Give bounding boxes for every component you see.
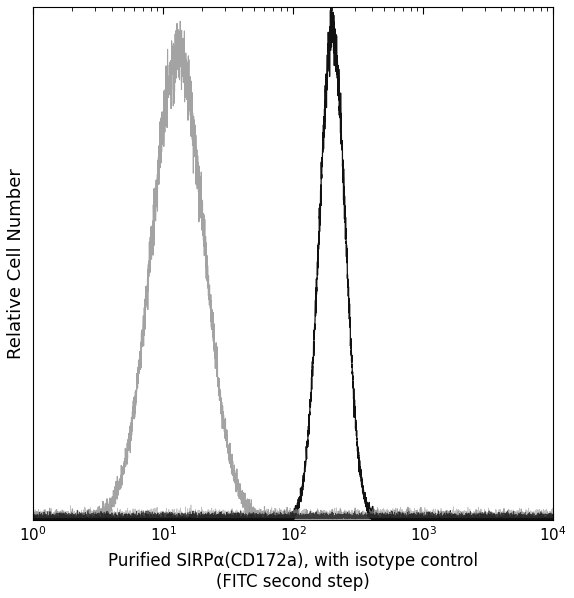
- X-axis label: Purified SIRPα(CD172a), with isotype control
(FITC second step): Purified SIRPα(CD172a), with isotype con…: [108, 553, 478, 591]
- Y-axis label: Relative Cell Number: Relative Cell Number: [7, 168, 25, 359]
